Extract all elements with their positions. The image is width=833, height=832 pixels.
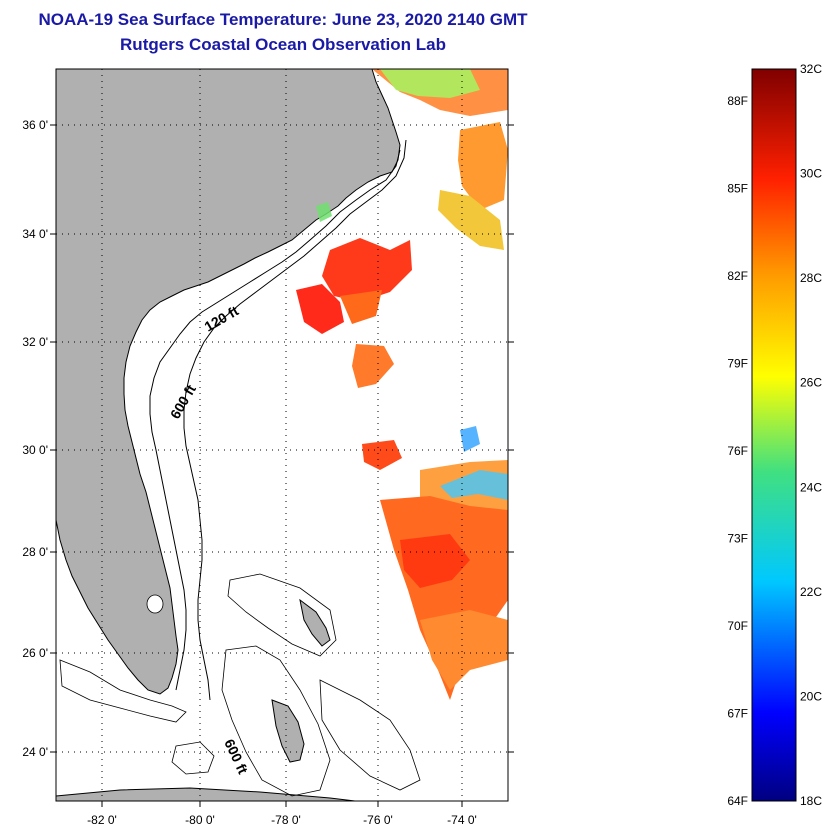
lon-label-78: -78 0' [271, 813, 301, 827]
lat-label-24: 24 0' [22, 745, 48, 759]
contour-label-600ft-south: 600 ft [221, 737, 251, 777]
sst-data-layer [296, 69, 508, 700]
colorbar-f-label: 79F [727, 357, 748, 371]
graticule [56, 69, 508, 801]
lon-label-74: -74 0' [447, 813, 477, 827]
cay-sal-contour [171, 741, 215, 775]
cuba-landmass [56, 787, 360, 801]
colorbar-f-label: 73F [727, 532, 748, 546]
keys-contour [59, 659, 187, 723]
bahamas-land [299, 598, 331, 647]
colorbar-c-label: 32C [800, 62, 822, 76]
colorbar-f-label: 67F [727, 707, 748, 721]
colorbar-f-label: 70F [727, 619, 748, 633]
bahamas-east-contour [319, 679, 421, 791]
colorbar-f-label: 76F [727, 444, 748, 458]
lat-label-32: 32 0' [22, 335, 48, 349]
colorbar-c-label: 20C [800, 689, 822, 703]
contour-label-120ft: 120 ft [202, 302, 242, 334]
colorbar-c-label: 22C [800, 585, 822, 599]
lon-label-80: -80 0' [185, 813, 215, 827]
lon-label-82: -82 0' [87, 813, 117, 827]
colorbar-f-label: 88F [727, 94, 748, 108]
lon-label-76: -76 0' [363, 813, 393, 827]
great-bahama-bank-contour [221, 645, 331, 797]
colorbar-f-label: 85F [727, 182, 748, 196]
andros-island [271, 699, 305, 763]
colorbar-f-label: 82F [727, 269, 748, 283]
lat-label-30: 30 0' [22, 443, 48, 457]
lat-label-36: 36 0' [22, 118, 48, 132]
temperature-colorbar: 88F 85F 82F 79F 76F 73F 70F 67F 64F 32C 30C 28C 26C… [727, 62, 822, 808]
contour-120ft [149, 149, 401, 691]
colorbar-c-label: 18C [800, 794, 822, 808]
lat-label-26: 26 0' [22, 646, 48, 660]
colorbar-c-label: 28C [800, 271, 822, 285]
axis-ticks [50, 124, 514, 807]
lat-label-28: 28 0' [22, 545, 48, 559]
us-landmass [56, 69, 401, 695]
contour-600ft [183, 139, 407, 701]
colorbar-c-label: 24C [800, 480, 822, 494]
bahamas-bank-contour [227, 573, 337, 657]
colorbar-c-label: 30C [800, 167, 822, 181]
lake-okeechobee [146, 594, 164, 614]
map-subtitle: Rutgers Coastal Ocean Observation Lab [120, 35, 446, 54]
colorbar-gradient [751, 68, 797, 802]
contour-label-600ft-north: 600 ft [167, 382, 199, 422]
map-frame [55, 68, 509, 802]
colorbar-c-label: 26C [800, 376, 822, 390]
map-title: NOAA-19 Sea Surface Temperature: June 23… [38, 10, 528, 29]
colorbar-f-label: 64F [727, 794, 748, 808]
lat-label-34: 34 0' [22, 227, 48, 241]
